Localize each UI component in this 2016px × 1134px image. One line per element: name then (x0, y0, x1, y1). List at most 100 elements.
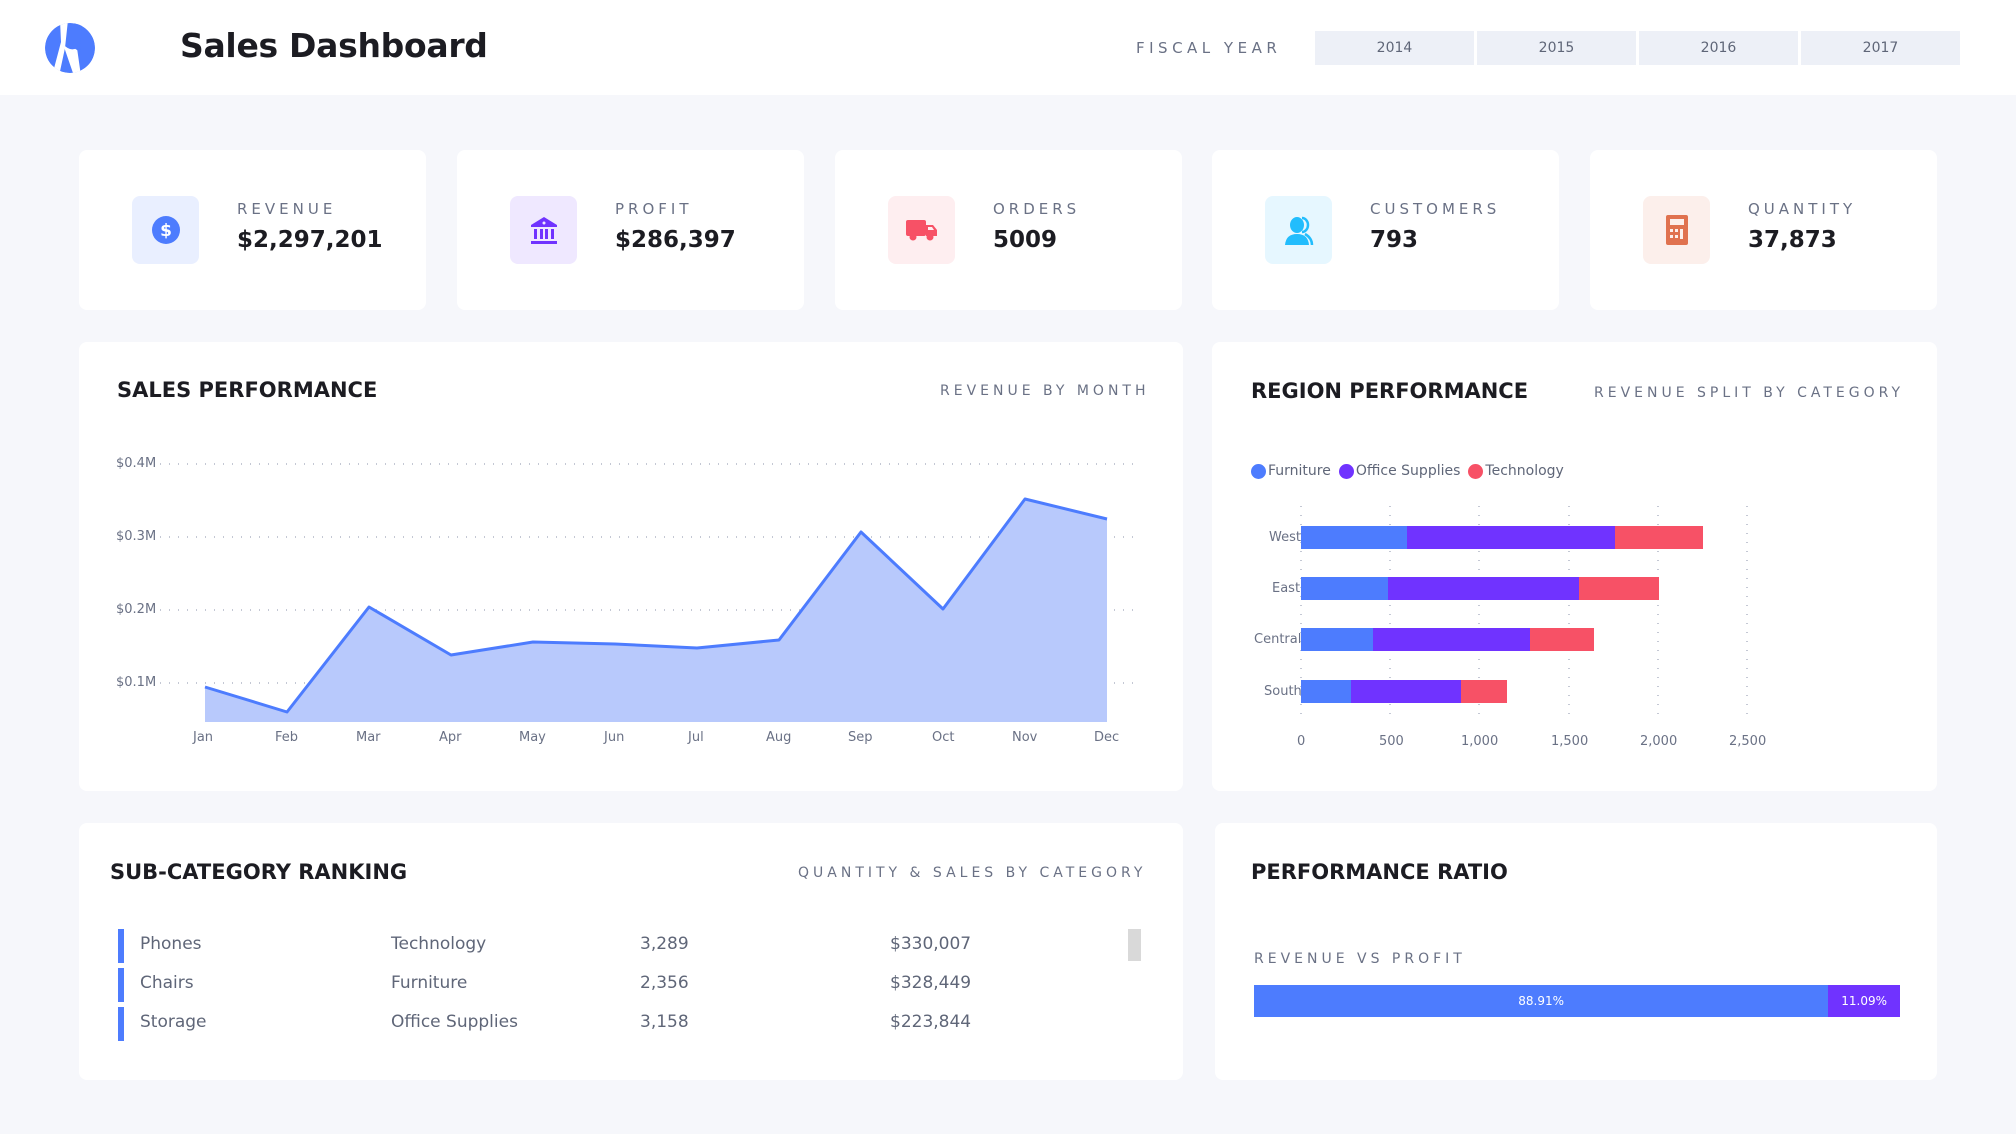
year-tab-2015[interactable]: 2015 (1477, 31, 1636, 65)
scrollbar-thumb[interactable] (1128, 929, 1141, 961)
y-category-label: East (1272, 581, 1301, 596)
kpi-label: REVENUE (237, 200, 337, 218)
subcategory-ranking-subtitle: QUANTITY & SALES BY CATEGORY (798, 865, 1147, 881)
subcategory-ranking-card (79, 823, 1183, 1080)
x-tick-label: 2,000 (1640, 734, 1678, 749)
x-tick-label: Jul (688, 730, 704, 745)
x-tick-label: Jan (193, 730, 214, 745)
kpi-label: QUANTITY (1748, 200, 1857, 218)
row-accent-bar (118, 1007, 124, 1041)
legend-item-office-supplies[interactable]: Office Supplies (1338, 463, 1461, 479)
kpi-icon-box (888, 196, 955, 264)
subcategory-ranking-title: SUB-CATEGORY RANKING (110, 860, 408, 884)
kpi-card-revenue: $ REVENUE $2,297,201 (79, 150, 426, 310)
truck-icon (905, 220, 937, 241)
category-name: Technology (391, 934, 487, 954)
x-tick-label: 2,500 (1729, 734, 1767, 749)
x-tick-label: Feb (275, 730, 299, 745)
kpi-card-profit: PROFIT $286,397 (457, 150, 804, 310)
quantity-value: 3,289 (640, 934, 689, 954)
year-tab-2016[interactable]: 2016 (1639, 31, 1798, 65)
y-tick-label: $0.2M (116, 602, 157, 617)
table-row[interactable]: Chairs Furniture 2,356 $328,449 (118, 968, 1118, 1002)
y-tick-label: $0.4M (116, 456, 157, 471)
kpi-value: 5009 (993, 227, 1058, 253)
x-tick-label: Oct (932, 730, 955, 745)
legend-label: Office Supplies (1355, 463, 1461, 479)
table-row[interactable]: Storage Office Supplies 3,158 $223,844 (118, 1007, 1118, 1041)
category-name: Furniture (391, 973, 468, 993)
kpi-icon-box (1643, 196, 1710, 264)
x-tick-label: 500 (1379, 734, 1404, 749)
x-tick-label: 0 (1297, 734, 1306, 749)
region-performance-subtitle: REVENUE SPLIT BY CATEGORY (1594, 385, 1905, 401)
x-tick-label: Dec (1094, 730, 1120, 745)
performance-ratio-card (1215, 823, 1937, 1080)
performance-ratio-subtitle: REVENUE VS PROFIT (1254, 951, 1466, 967)
x-tick-label: May (519, 730, 546, 745)
sales-value: $328,449 (890, 973, 972, 993)
x-tick-label: Nov (1012, 730, 1038, 745)
sales-value: $223,844 (890, 1012, 972, 1032)
row-accent-bar (118, 929, 124, 963)
legend-item-furniture[interactable]: Furniture (1251, 463, 1331, 479)
legend-label: Technology (1485, 463, 1564, 479)
logo-icon (45, 23, 95, 73)
kpi-value: $286,397 (615, 227, 736, 253)
bank-icon (530, 217, 557, 244)
table-row[interactable]: Phones Technology 3,289 $330,007 (118, 929, 1118, 963)
x-tick-label: 1,000 (1461, 734, 1499, 749)
quantity-value: 3,158 (640, 1012, 689, 1032)
y-category-label: West (1269, 530, 1301, 545)
x-tick-label: Mar (356, 730, 381, 745)
kpi-icon-box (1265, 196, 1332, 264)
performance-ratio-title: PERFORMANCE RATIO (1251, 860, 1508, 884)
legend-item-technology[interactable]: Technology (1468, 463, 1564, 479)
kpi-icon-box: $ (132, 196, 199, 264)
users-icon (1284, 216, 1313, 246)
sales-performance-title: SALES PERFORMANCE (117, 378, 378, 402)
kpi-card-quantity: QUANTITY 37,873 (1590, 150, 1937, 310)
kpi-card-orders: ORDERS 5009 (835, 150, 1182, 310)
kpi-card-customers: CUSTOMERS 793 (1212, 150, 1559, 310)
revenue-segment[interactable]: 88.91% (1254, 985, 1829, 1017)
x-tick-label: Jun (604, 730, 625, 745)
y-category-label: South (1264, 684, 1302, 699)
year-tab-2014[interactable]: 2014 (1315, 31, 1474, 65)
region-performance-title: REGION PERFORMANCE (1251, 379, 1529, 403)
row-accent-bar (118, 968, 124, 1002)
sales-performance-subtitle: REVENUE BY MONTH (940, 383, 1150, 399)
kpi-value: $2,297,201 (237, 227, 383, 253)
kpi-label: CUSTOMERS (1370, 200, 1501, 218)
kpi-value: 37,873 (1748, 227, 1837, 253)
x-tick-label: Apr (439, 730, 462, 745)
subcategory-name: Chairs (140, 973, 194, 993)
fiscal-year-label: FISCAL YEAR (1136, 39, 1282, 57)
x-tick-label: 1,500 (1551, 734, 1589, 749)
quantity-value: 2,356 (640, 973, 689, 993)
calculator-icon (1665, 215, 1688, 245)
y-category-label: Central (1254, 632, 1302, 647)
subcategory-name: Phones (140, 934, 202, 954)
kpi-value: 793 (1370, 227, 1419, 253)
x-tick-label: Sep (848, 730, 873, 745)
revenue-profit-ratio-bar: 88.91% 11.09% (1254, 985, 1900, 1017)
sales-value: $330,007 (890, 934, 972, 954)
y-tick-label: $0.1M (116, 675, 157, 690)
subcategory-name: Storage (140, 1012, 207, 1032)
x-tick-label: Aug (766, 730, 792, 745)
header-bar: Sales Dashboard FISCAL YEAR 2014 2015 20… (0, 0, 2016, 95)
chart-legend: Furniture Office Supplies Technology (1251, 463, 1564, 479)
year-tab-2017[interactable]: 2017 (1801, 31, 1960, 65)
legend-dot-icon (1251, 463, 1266, 479)
svg-text:$: $ (160, 221, 172, 241)
profit-segment[interactable]: 11.09% (1828, 985, 1900, 1017)
legend-label: Furniture (1268, 463, 1331, 479)
category-name: Office Supplies (391, 1012, 518, 1032)
legend-dot-icon (1338, 463, 1354, 479)
kpi-label: PROFIT (615, 200, 693, 218)
legend-dot-icon (1468, 463, 1484, 479)
fiscal-year-selector: 2014 2015 2016 2017 (1315, 31, 1960, 65)
